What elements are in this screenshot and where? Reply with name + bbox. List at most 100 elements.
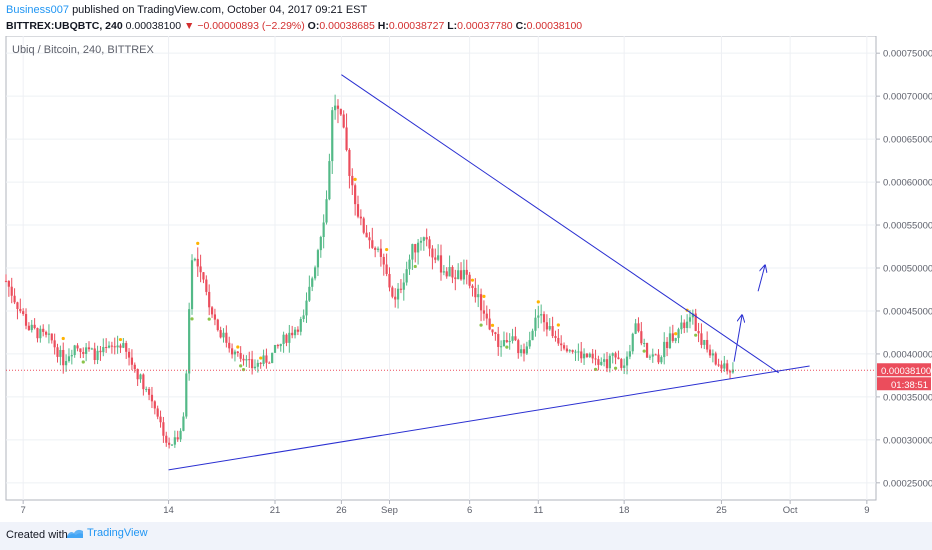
candle bbox=[133, 362, 136, 373]
candle bbox=[645, 342, 649, 358]
tradingview-brand[interactable]: TradingView bbox=[66, 527, 148, 539]
candle-body bbox=[93, 348, 96, 361]
candle-body bbox=[30, 324, 33, 331]
candle-body bbox=[597, 359, 600, 365]
tradingview-logo-icon bbox=[67, 529, 83, 538]
candle-body bbox=[56, 347, 59, 357]
projection-arrow-1[interactable] bbox=[733, 315, 742, 362]
lower-trendline[interactable] bbox=[168, 365, 810, 471]
candle-body bbox=[531, 330, 534, 341]
candle-body bbox=[645, 343, 649, 358]
candle bbox=[376, 246, 380, 253]
candle-body bbox=[482, 310, 486, 314]
x-tick-label: 6 bbox=[467, 505, 472, 516]
candle bbox=[445, 267, 448, 279]
candle-body bbox=[422, 237, 425, 241]
candle bbox=[179, 428, 182, 442]
candle bbox=[723, 355, 726, 372]
candle-body bbox=[726, 363, 729, 372]
signal-dot bbox=[413, 264, 417, 269]
candle bbox=[686, 314, 689, 333]
candle bbox=[299, 316, 302, 336]
candle bbox=[313, 265, 317, 281]
candle-body bbox=[222, 332, 225, 338]
projection-arrow-2[interactable] bbox=[757, 265, 765, 292]
candle bbox=[219, 326, 222, 339]
candle-body bbox=[311, 278, 314, 287]
grid bbox=[6, 36, 876, 500]
symbol-label[interactable]: BITTREX:UBQBTC, 240 bbox=[6, 20, 123, 32]
candle-body bbox=[545, 322, 548, 330]
candle-body bbox=[362, 218, 365, 233]
candle bbox=[105, 338, 108, 353]
candle bbox=[27, 322, 30, 331]
y-tick-label: 0.00060000 bbox=[883, 178, 932, 189]
drawings[interactable] bbox=[168, 74, 810, 471]
candle bbox=[720, 360, 723, 373]
candle bbox=[731, 362, 735, 374]
candle-body bbox=[548, 326, 551, 330]
candle bbox=[336, 99, 340, 124]
candle bbox=[113, 337, 116, 355]
price-axis[interactable]: 0.00075000 0.00070000 0.00065000 0.00060000… bbox=[876, 49, 932, 490]
candle-body bbox=[391, 287, 394, 297]
candle bbox=[462, 259, 465, 285]
candle-body bbox=[288, 332, 291, 343]
candle bbox=[488, 309, 491, 331]
candle-body bbox=[394, 296, 397, 300]
y-tick-label: 0.00040000 bbox=[883, 349, 932, 360]
tradingview-label: TradingView bbox=[87, 527, 148, 539]
candle-body bbox=[276, 345, 279, 347]
candle bbox=[379, 239, 383, 267]
candle-body bbox=[611, 353, 614, 356]
candle bbox=[726, 359, 729, 375]
candle bbox=[620, 357, 623, 371]
candle-body bbox=[351, 175, 354, 186]
candle-body bbox=[502, 340, 506, 347]
candle-body bbox=[313, 267, 317, 279]
candle bbox=[628, 344, 631, 360]
candle bbox=[471, 284, 474, 297]
candle-body bbox=[577, 351, 580, 353]
candle-body bbox=[59, 349, 62, 357]
candle bbox=[697, 322, 700, 343]
price-chart[interactable]: 0.00075000 0.00070000 0.00065000 0.00060000… bbox=[0, 36, 932, 516]
candle bbox=[168, 437, 171, 449]
candle-body bbox=[439, 255, 443, 273]
candle bbox=[585, 352, 589, 359]
candle-body bbox=[262, 355, 265, 364]
candle bbox=[591, 348, 594, 364]
candle bbox=[522, 343, 526, 362]
candle bbox=[482, 300, 486, 321]
author-link[interactable]: Business007 bbox=[6, 4, 69, 16]
candle bbox=[276, 343, 279, 349]
candle-body bbox=[336, 105, 340, 109]
candle-body bbox=[674, 338, 677, 341]
candle-body bbox=[24, 314, 28, 326]
candle-body bbox=[462, 269, 465, 280]
candle bbox=[605, 351, 609, 373]
candle-body bbox=[491, 329, 494, 333]
candle-body bbox=[560, 343, 563, 346]
candle bbox=[708, 344, 712, 358]
time-axis[interactable]: 7 14 21 26 Sep 6 11 18 25 Oct 9 bbox=[21, 500, 870, 516]
upper-trendline[interactable] bbox=[341, 74, 779, 374]
candle-body bbox=[308, 286, 311, 301]
candle bbox=[434, 248, 437, 264]
candle-body bbox=[47, 333, 51, 335]
candle bbox=[465, 259, 468, 285]
candle bbox=[56, 343, 59, 363]
candle-body bbox=[505, 340, 508, 343]
candle-body bbox=[105, 346, 108, 348]
candle bbox=[119, 343, 122, 353]
candle bbox=[534, 309, 537, 337]
candle bbox=[339, 108, 342, 116]
candle bbox=[485, 305, 488, 326]
candle bbox=[73, 344, 76, 358]
candle bbox=[411, 243, 414, 271]
candle bbox=[42, 324, 45, 337]
candle bbox=[494, 331, 497, 341]
candle-body bbox=[90, 348, 93, 350]
candle-body bbox=[402, 282, 405, 290]
candle-body bbox=[591, 353, 594, 359]
